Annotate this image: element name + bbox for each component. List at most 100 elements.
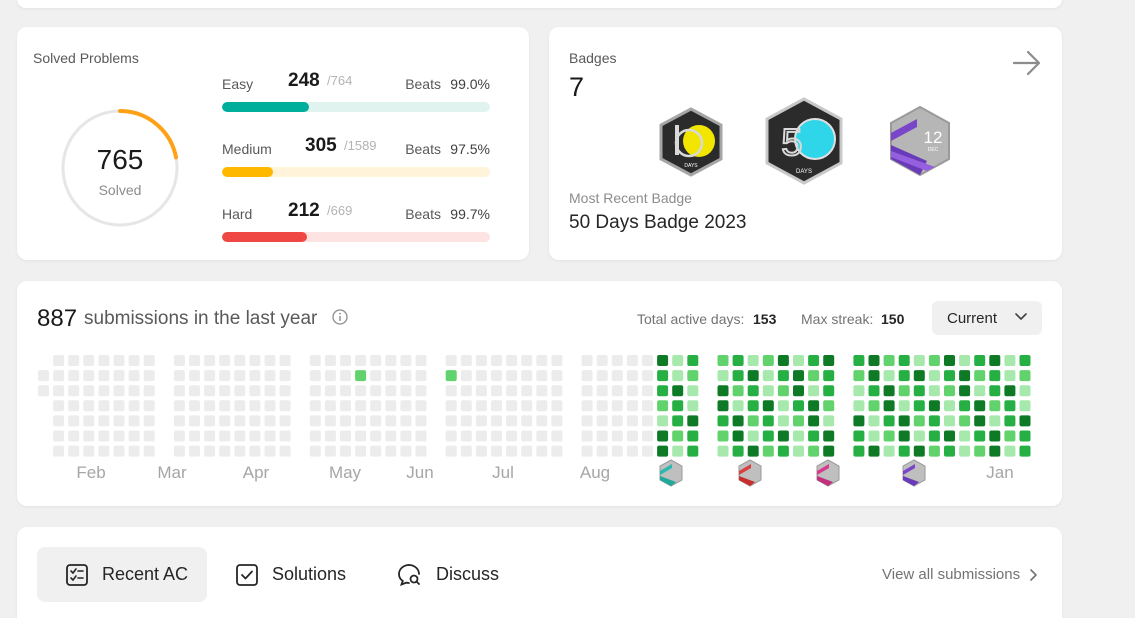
heatmap-day-cell[interactable] xyxy=(83,415,95,427)
heatmap-day-cell[interactable] xyxy=(415,400,427,412)
heatmap-day-cell[interactable] xyxy=(823,445,835,457)
heatmap-day-cell[interactable] xyxy=(883,445,895,457)
heatmap-day-cell[interactable] xyxy=(506,370,518,382)
heatmap-day-cell[interactable] xyxy=(143,385,155,397)
heatmap-day-cell[interactable] xyxy=(777,415,789,427)
heatmap-day-cell[interactable] xyxy=(249,430,261,442)
heatmap-day-cell[interactable] xyxy=(475,385,487,397)
heatmap-day-cell[interactable] xyxy=(309,400,321,412)
heatmap-day-cell[interactable] xyxy=(98,415,110,427)
heatmap-day-cell[interactable] xyxy=(883,430,895,442)
heatmap-day-cell[interactable] xyxy=(611,385,623,397)
heatmap-day-cell[interactable] xyxy=(415,415,427,427)
heatmap-day-cell[interactable] xyxy=(596,370,608,382)
heatmap-day-cell[interactable] xyxy=(626,445,638,457)
heatmap-day-cell[interactable] xyxy=(596,385,608,397)
heatmap-day-cell[interactable] xyxy=(370,445,382,457)
heatmap-day-cell[interactable] xyxy=(611,445,623,457)
heatmap-day-cell[interactable] xyxy=(928,430,940,442)
heatmap-day-cell[interactable] xyxy=(747,370,759,382)
heatmap-day-cell[interactable] xyxy=(506,355,518,366)
heatmap-day-cell[interactable] xyxy=(113,430,125,442)
heatmap-day-cell[interactable] xyxy=(249,355,261,366)
heatmap-day-cell[interactable] xyxy=(340,355,351,366)
heatmap-day-cell[interactable] xyxy=(853,385,865,397)
heatmap-day-cell[interactable] xyxy=(913,430,925,442)
heatmap-day-cell[interactable] xyxy=(928,415,940,427)
heatmap-day-cell[interactable] xyxy=(460,400,472,412)
heatmap-day-cell[interactable] xyxy=(581,385,593,397)
heatmap-day-cell[interactable] xyxy=(1004,370,1016,382)
heatmap-day-cell[interactable] xyxy=(53,430,65,442)
heatmap-day-cell[interactable] xyxy=(415,430,427,442)
heatmap-day-cell[interactable] xyxy=(219,445,231,457)
heatmap-day-cell[interactable] xyxy=(460,370,472,382)
heatmap-day-cell[interactable] xyxy=(808,445,820,457)
heatmap-day-cell[interactable] xyxy=(385,370,397,382)
heatmap-day-cell[interactable] xyxy=(445,370,457,382)
heatmap-day-cell[interactable] xyxy=(98,430,110,442)
heatmap-day-cell[interactable] xyxy=(189,370,200,382)
heatmap-day-cell[interactable] xyxy=(793,445,804,457)
heatmap-day-cell[interactable] xyxy=(642,445,653,457)
heatmap-day-cell[interactable] xyxy=(53,370,65,382)
heatmap-day-cell[interactable] xyxy=(883,355,895,366)
heatmap-day-cell[interactable] xyxy=(944,400,955,412)
heatmap-day-cell[interactable] xyxy=(626,385,638,397)
heatmap-day-cell[interactable] xyxy=(989,430,1001,442)
heatmap-day-cell[interactable] xyxy=(68,400,80,412)
heatmap-day-cell[interactable] xyxy=(521,400,533,412)
heatmap-day-cell[interactable] xyxy=(234,370,246,382)
period-dropdown[interactable]: Current xyxy=(932,301,1042,335)
heatmap-day-cell[interactable] xyxy=(913,415,925,427)
heatmap-day-cell[interactable] xyxy=(898,370,910,382)
heatmap-day-cell[interactable] xyxy=(989,355,1001,366)
heatmap-day-cell[interactable] xyxy=(279,445,291,457)
heatmap-day-cell[interactable] xyxy=(68,385,80,397)
heatmap-day-cell[interactable] xyxy=(249,400,261,412)
heatmap-day-cell[interactable] xyxy=(944,370,955,382)
heatmap-day-cell[interactable] xyxy=(989,400,1001,412)
heatmap-day-cell[interactable] xyxy=(898,400,910,412)
heatmap-day-cell[interactable] xyxy=(762,430,774,442)
heatmap-day-cell[interactable] xyxy=(113,370,125,382)
heatmap-day-cell[interactable] xyxy=(491,445,502,457)
heatmap-day-cell[interactable] xyxy=(128,430,140,442)
heatmap-day-cell[interactable] xyxy=(98,400,110,412)
heatmap-day-cell[interactable] xyxy=(687,430,699,442)
heatmap-day-cell[interactable] xyxy=(355,385,367,397)
heatmap-day-cell[interactable] xyxy=(234,430,246,442)
heatmap-day-cell[interactable] xyxy=(581,415,593,427)
heatmap-day-cell[interactable] xyxy=(536,355,548,366)
heatmap-day-cell[interactable] xyxy=(672,430,684,442)
heatmap-day-cell[interactable] xyxy=(1019,355,1031,366)
heatmap-day-cell[interactable] xyxy=(1004,385,1016,397)
heatmap-day-cell[interactable] xyxy=(491,415,502,427)
info-icon[interactable] xyxy=(332,309,348,325)
badge-100-days-icon[interactable]: DAYS xyxy=(657,107,725,177)
heatmap-day-cell[interactable] xyxy=(475,445,487,457)
heatmap-day-cell[interactable] xyxy=(626,415,638,427)
heatmap-day-cell[interactable] xyxy=(672,415,684,427)
heatmap-day-cell[interactable] xyxy=(475,355,487,366)
heatmap-day-cell[interactable] xyxy=(324,445,336,457)
heatmap-day-cell[interactable] xyxy=(370,430,382,442)
heatmap-day-cell[interactable] xyxy=(204,415,216,427)
heatmap-day-cell[interactable] xyxy=(717,370,729,382)
heatmap-day-cell[interactable] xyxy=(1019,415,1031,427)
heatmap-day-cell[interactable] xyxy=(173,385,185,397)
heatmap-day-cell[interactable] xyxy=(385,355,397,366)
heatmap-day-cell[interactable] xyxy=(491,370,502,382)
heatmap-day-cell[interactable] xyxy=(853,445,865,457)
heatmap-day-cell[interactable] xyxy=(536,370,548,382)
heatmap-day-cell[interactable] xyxy=(38,385,49,397)
heatmap-day-cell[interactable] xyxy=(883,370,895,382)
heatmap-day-cell[interactable] xyxy=(415,355,427,366)
heatmap-day-cell[interactable] xyxy=(793,370,804,382)
heatmap-day-cell[interactable] xyxy=(657,415,669,427)
heatmap-day-cell[interactable] xyxy=(1019,400,1031,412)
heatmap-day-cell[interactable] xyxy=(883,400,895,412)
heatmap-day-cell[interactable] xyxy=(672,370,684,382)
heatmap-day-cell[interactable] xyxy=(506,445,518,457)
heatmap-day-cell[interactable] xyxy=(959,400,971,412)
